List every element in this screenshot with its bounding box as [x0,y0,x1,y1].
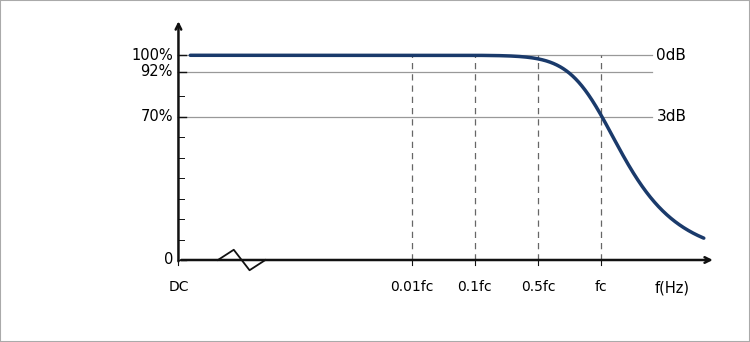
Text: 0.01fc: 0.01fc [390,280,433,294]
Text: 100%: 100% [131,48,173,63]
Text: 3dB: 3dB [656,109,686,124]
Text: 0.5fc: 0.5fc [520,280,555,294]
Text: 70%: 70% [140,109,173,124]
Text: DC: DC [168,280,189,294]
Text: 0dB: 0dB [656,48,686,63]
Text: 0.1fc: 0.1fc [458,280,492,294]
Text: 92%: 92% [140,64,173,79]
Text: fc: fc [595,280,608,294]
Text: f(Hz): f(Hz) [655,280,690,295]
Text: 0: 0 [164,252,173,267]
